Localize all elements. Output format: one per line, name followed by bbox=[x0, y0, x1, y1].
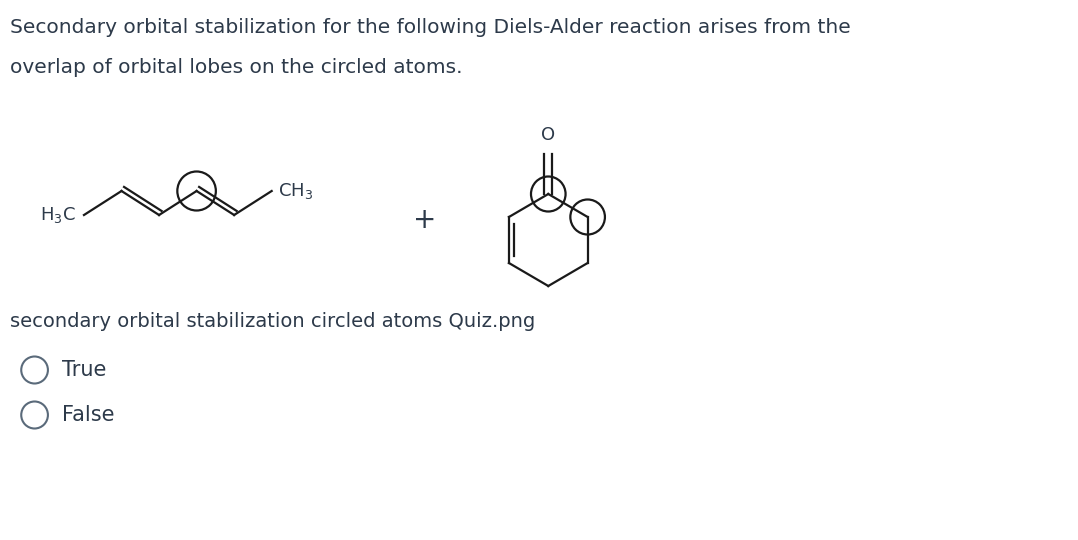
Text: H$_3$C: H$_3$C bbox=[40, 205, 77, 225]
Text: secondary orbital stabilization circled atoms Quiz.png: secondary orbital stabilization circled … bbox=[10, 312, 535, 331]
Text: overlap of orbital lobes on the circled atoms.: overlap of orbital lobes on the circled … bbox=[10, 58, 462, 77]
Text: Secondary orbital stabilization for the following Diels-Alder reaction arises fr: Secondary orbital stabilization for the … bbox=[10, 18, 851, 37]
Text: +: + bbox=[413, 206, 437, 234]
Text: O: O bbox=[541, 126, 555, 144]
Text: CH$_3$: CH$_3$ bbox=[278, 181, 313, 201]
Text: False: False bbox=[63, 405, 114, 425]
Text: True: True bbox=[63, 360, 107, 380]
